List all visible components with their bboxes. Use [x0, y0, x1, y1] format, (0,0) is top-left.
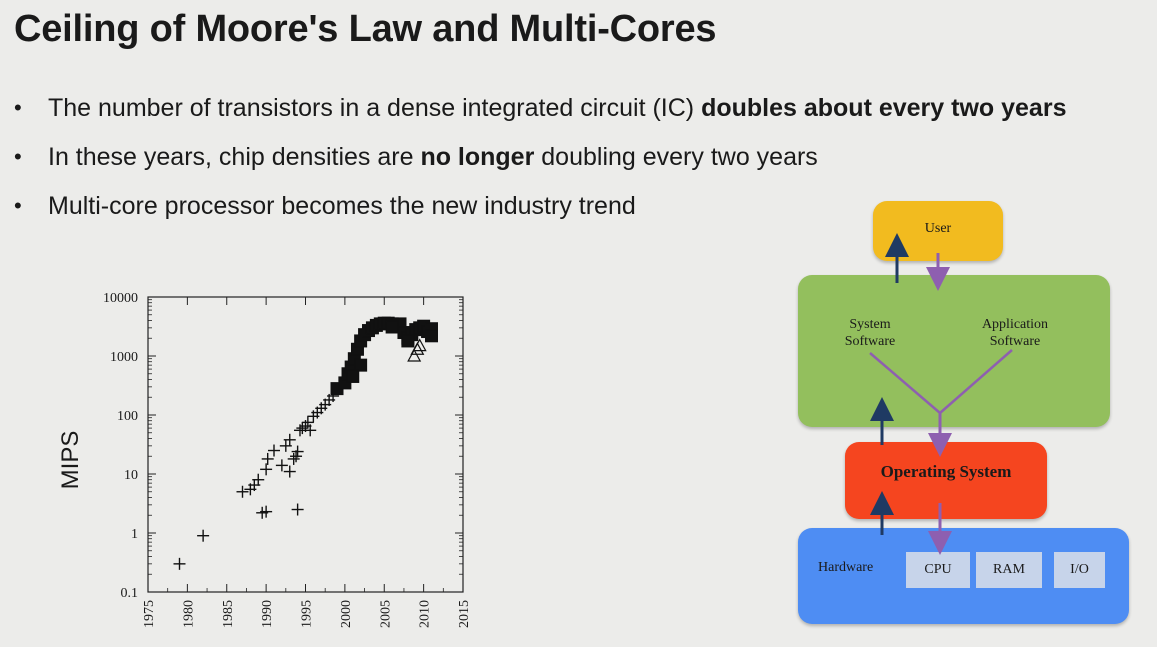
bullet-bold-text: no longer	[420, 143, 535, 171]
data-point-plus	[252, 473, 265, 486]
system-software-label: System Software	[822, 316, 918, 350]
data-point-plus	[291, 445, 304, 458]
data-point-plus	[287, 452, 300, 465]
system-layers-diagram: User System Software Application Softwar…	[780, 195, 1157, 635]
bullet-text: In these years, chip densities are	[48, 143, 421, 171]
bullet-bold-text: doubles about every two years	[701, 94, 1067, 122]
bullet-item: • Multi-core processor becomes the new i…	[14, 186, 1157, 235]
data-point-square	[385, 320, 399, 334]
diagram-arrows	[869, 233, 1013, 555]
data-point-plus	[260, 505, 273, 518]
y-tick-label: 1	[131, 527, 138, 542]
x-tick-label: 2005	[378, 600, 393, 628]
slide-title: Ceiling of Moore's Law and Multi-Cores	[14, 8, 717, 50]
x-tick-label: 2010	[418, 600, 433, 628]
data-point-square	[354, 358, 368, 372]
bullet-text-after: doubling every two years	[534, 143, 818, 171]
y-tick-label: 0.1	[121, 586, 139, 601]
bullet-text: Multi-core processor becomes the new ind…	[48, 192, 636, 220]
x-tick-label: 2000	[339, 600, 354, 628]
chart-ylabel-text: MIPS	[57, 431, 84, 490]
bullet-dot: •	[14, 95, 22, 120]
hardware-label: Hardware	[818, 560, 874, 575]
x-tick-label: 2015	[457, 600, 472, 628]
data-point-plus	[283, 433, 296, 446]
ram-chip: RAM	[976, 552, 1042, 588]
data-point-square	[425, 329, 438, 343]
data-point-plus	[283, 465, 296, 478]
hardware-box: Hardware CPU RAM I/O	[798, 528, 1129, 624]
data-point-triangle	[407, 348, 422, 362]
chart-svg: 0.1 1 10 100 1000 10000 1975 1980 1985 1990 1995 20…	[103, 291, 472, 628]
data-point-plus	[301, 416, 314, 429]
application-software-label: Application Software	[960, 316, 1070, 350]
y-tick-label: 10000	[103, 291, 138, 306]
bullet-dot: •	[14, 144, 22, 169]
data-point-plus	[296, 422, 309, 435]
data-point-square	[346, 369, 360, 383]
bullet-item: • The number of transistors in a dense i…	[14, 88, 1157, 137]
mips-chart: 0.1 1 10 100 1000 10000 1975 1980 1985 1990 1995 20…	[40, 280, 480, 640]
x-tick-label: 1985	[221, 600, 236, 628]
x-tick-label: 1975	[142, 600, 157, 628]
application-software-branch	[939, 349, 1013, 414]
y-tick-label: 1000	[110, 350, 138, 365]
user-label: User	[924, 221, 952, 236]
chart-ylabel: MIPS	[57, 431, 84, 490]
data-point-plus	[279, 439, 292, 452]
bullet-text: The number of transistors in a dense int…	[48, 94, 702, 122]
data-point-plus	[304, 424, 317, 437]
io-chip: I/O	[1054, 552, 1105, 588]
bullet-dot: •	[14, 193, 22, 218]
data-point-triangle	[412, 338, 427, 352]
y-tick-label: 100	[117, 409, 138, 424]
cpu-chip: CPU	[906, 552, 970, 588]
data-point-plus	[173, 557, 186, 570]
y-tick-label: 10	[124, 468, 138, 483]
data-point-square	[401, 334, 415, 348]
system-software-branch	[869, 352, 941, 414]
x-tick-label: 1990	[260, 600, 275, 628]
bullet-item: • In these years, chip densities are no …	[14, 137, 1157, 186]
data-point-plus	[260, 463, 273, 476]
data-point-plus	[268, 444, 280, 457]
bullet-list: • The number of transistors in a dense i…	[14, 88, 1157, 235]
data-point-plus	[197, 529, 210, 542]
system-software-line: Software	[844, 334, 896, 349]
application-software-line: Software	[989, 334, 1041, 349]
data-point-plus	[236, 485, 249, 498]
operating-system-label: Operating System	[880, 462, 1012, 481]
data-point-plus	[291, 503, 304, 516]
data-point-plus	[261, 452, 274, 465]
system-software-line: System	[849, 317, 891, 332]
x-tick-label: 1995	[300, 600, 315, 628]
plot-frame	[147, 296, 464, 593]
application-software-line: Application	[981, 317, 1049, 332]
x-tick-label: 1980	[181, 600, 196, 628]
data-point-plus	[275, 459, 288, 472]
